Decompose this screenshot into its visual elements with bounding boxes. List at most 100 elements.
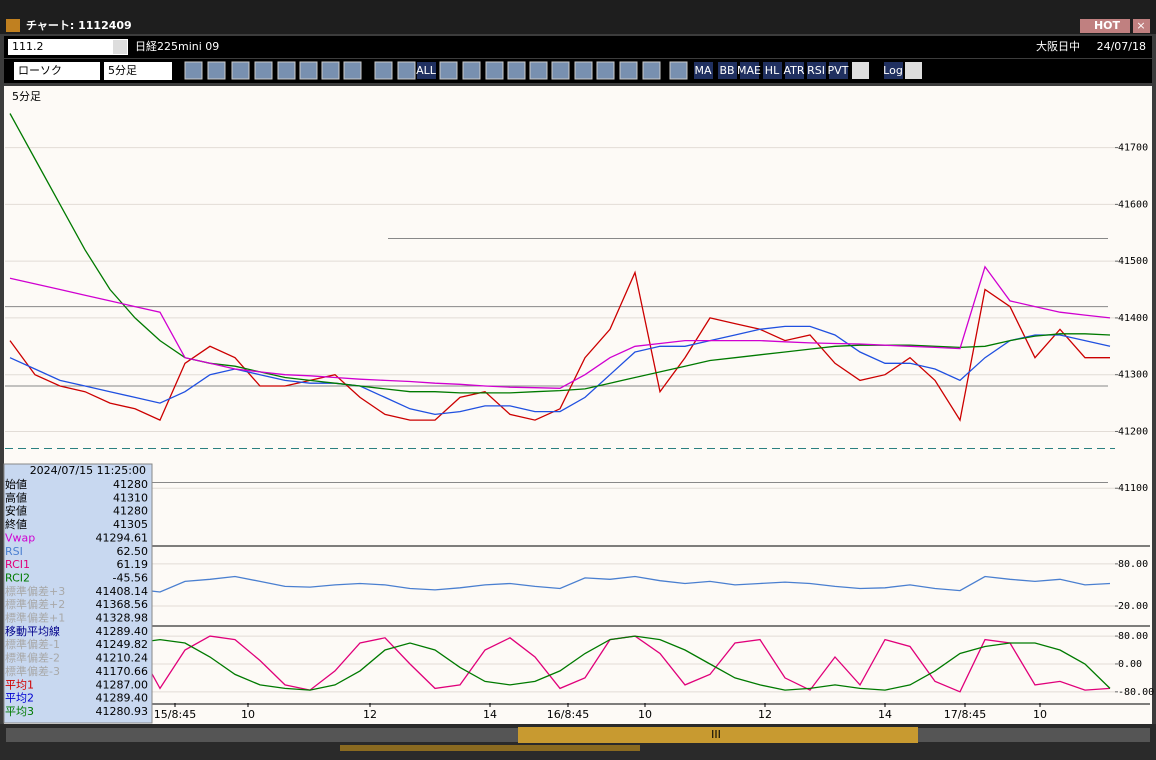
tool-icon[interactable] (207, 61, 226, 80)
tool-icon[interactable] (231, 61, 250, 80)
y-tick-label: 20.00 (1118, 601, 1148, 612)
series-line (9, 635, 1111, 693)
chart-type: ローソク (18, 64, 62, 77)
tool-icon[interactable] (619, 61, 638, 80)
info-value: 41249.82 (96, 638, 149, 651)
info-label: 平均3 (5, 705, 34, 718)
tool-icon[interactable] (507, 61, 526, 80)
x-tick-label: 10 (1033, 708, 1047, 721)
tool-icon[interactable] (574, 61, 593, 80)
series-line (9, 265, 1111, 389)
tool-icon[interactable] (374, 61, 393, 80)
tool-icon[interactable] (905, 62, 922, 79)
tool-icon[interactable] (642, 61, 661, 80)
info-label: 標準偏差-3 (5, 664, 60, 678)
tool-icon[interactable] (529, 61, 548, 80)
tool-icon[interactable] (884, 62, 903, 79)
info-label: 終値 (5, 517, 27, 531)
chart-area (4, 86, 1152, 724)
tool-icon-label: BB (719, 64, 734, 77)
info-value: 41280 (113, 505, 148, 518)
tool-icon-label: Log (883, 64, 903, 77)
info-value: 41289.40 (96, 692, 149, 705)
tool-icon-label: ALL (416, 64, 437, 77)
x-tick-label: 10 (241, 708, 255, 721)
interval: 5分足 (108, 64, 137, 77)
info-label: 標準偏差-2 (5, 651, 60, 665)
tool-icon-label: ATR (783, 64, 804, 77)
y-tick-label: 0.00 (1118, 659, 1142, 670)
tool-icon[interactable] (852, 62, 869, 79)
x-tick-label: 15/8:45 (154, 708, 196, 721)
info-label: 移動平均線 (5, 624, 60, 638)
tool-icon-label: PVT (828, 64, 849, 77)
symbol-name: 日経225mini 09 (135, 40, 219, 53)
info-label: 平均2 (5, 692, 34, 705)
code-dropdown[interactable] (113, 40, 127, 54)
info-label: RSI (5, 545, 23, 558)
interval-select[interactable] (104, 62, 172, 80)
x-tick-label: 17/8:45 (944, 708, 986, 721)
info-label: 標準偏差-1 (5, 637, 60, 651)
info-value: 62.50 (117, 545, 149, 558)
tool-icon[interactable] (254, 61, 273, 80)
tool-icon[interactable] (740, 62, 759, 79)
code-text: 111.2 (12, 40, 44, 53)
session: 大阪日中 (1036, 39, 1080, 53)
info-panel (3, 463, 153, 724)
info-value: 41408.14 (96, 585, 149, 598)
tool-icon[interactable] (299, 61, 318, 80)
close-button[interactable] (1133, 19, 1150, 33)
tool-icon[interactable] (321, 61, 340, 80)
tool-icon[interactable] (551, 61, 570, 80)
series-line (9, 635, 1111, 691)
info-label: 標準偏差+3 (5, 584, 65, 598)
info-value: 61.19 (117, 558, 149, 571)
info-value: 41170.66 (96, 665, 149, 678)
x-tick-label: 12 (363, 708, 377, 721)
x-tick-label: 14 (878, 708, 892, 721)
y-tick-label: 41300 (1118, 370, 1148, 381)
tool-icon[interactable] (694, 62, 713, 79)
tool-icon[interactable] (439, 61, 458, 80)
panel-label: 5分足 (12, 90, 41, 103)
symbol-bar (4, 36, 1152, 58)
tool-icon[interactable] (807, 62, 826, 79)
info-value: 41305 (113, 518, 148, 531)
tool-icon[interactable] (669, 61, 688, 80)
tool-icon[interactable] (785, 62, 804, 79)
x-tick-label: 14 (483, 708, 497, 721)
tool-icon[interactable] (829, 62, 848, 79)
hot-button[interactable] (1080, 19, 1130, 33)
info-value: 41280 (113, 478, 148, 491)
info-value: 41328.98 (96, 612, 149, 625)
tool-icon[interactable] (417, 62, 436, 79)
info-label: 始値 (5, 477, 27, 491)
tool-icon[interactable] (184, 61, 203, 80)
tool-icon[interactable] (343, 61, 362, 80)
scroll-thumb[interactable] (518, 727, 918, 743)
info-value: 41310 (113, 491, 148, 504)
tool-icon[interactable] (277, 61, 296, 80)
code-input[interactable] (8, 39, 128, 55)
tool-icon[interactable] (397, 61, 416, 80)
y-tick-label: 41600 (1118, 199, 1148, 210)
chart-type-select[interactable] (14, 62, 100, 80)
info-label: RCI1 (5, 558, 30, 571)
info-value: 41294.61 (96, 531, 149, 544)
x-tick-label: 10 (638, 708, 652, 721)
x-tick-label: 16/8:45 (547, 708, 589, 721)
info-value: -45.56 (113, 571, 148, 584)
scroll-mini (340, 745, 640, 751)
tool-icon[interactable] (718, 62, 737, 79)
y-tick-label: 41500 (1118, 256, 1148, 267)
tool-icon[interactable] (485, 61, 504, 80)
scroll-grip: III (711, 728, 721, 741)
tool-icon[interactable] (462, 61, 481, 80)
series-line (9, 325, 1111, 416)
info-label: 高値 (5, 490, 27, 504)
tool-icon[interactable] (763, 62, 782, 79)
tool-icon[interactable] (596, 61, 615, 80)
